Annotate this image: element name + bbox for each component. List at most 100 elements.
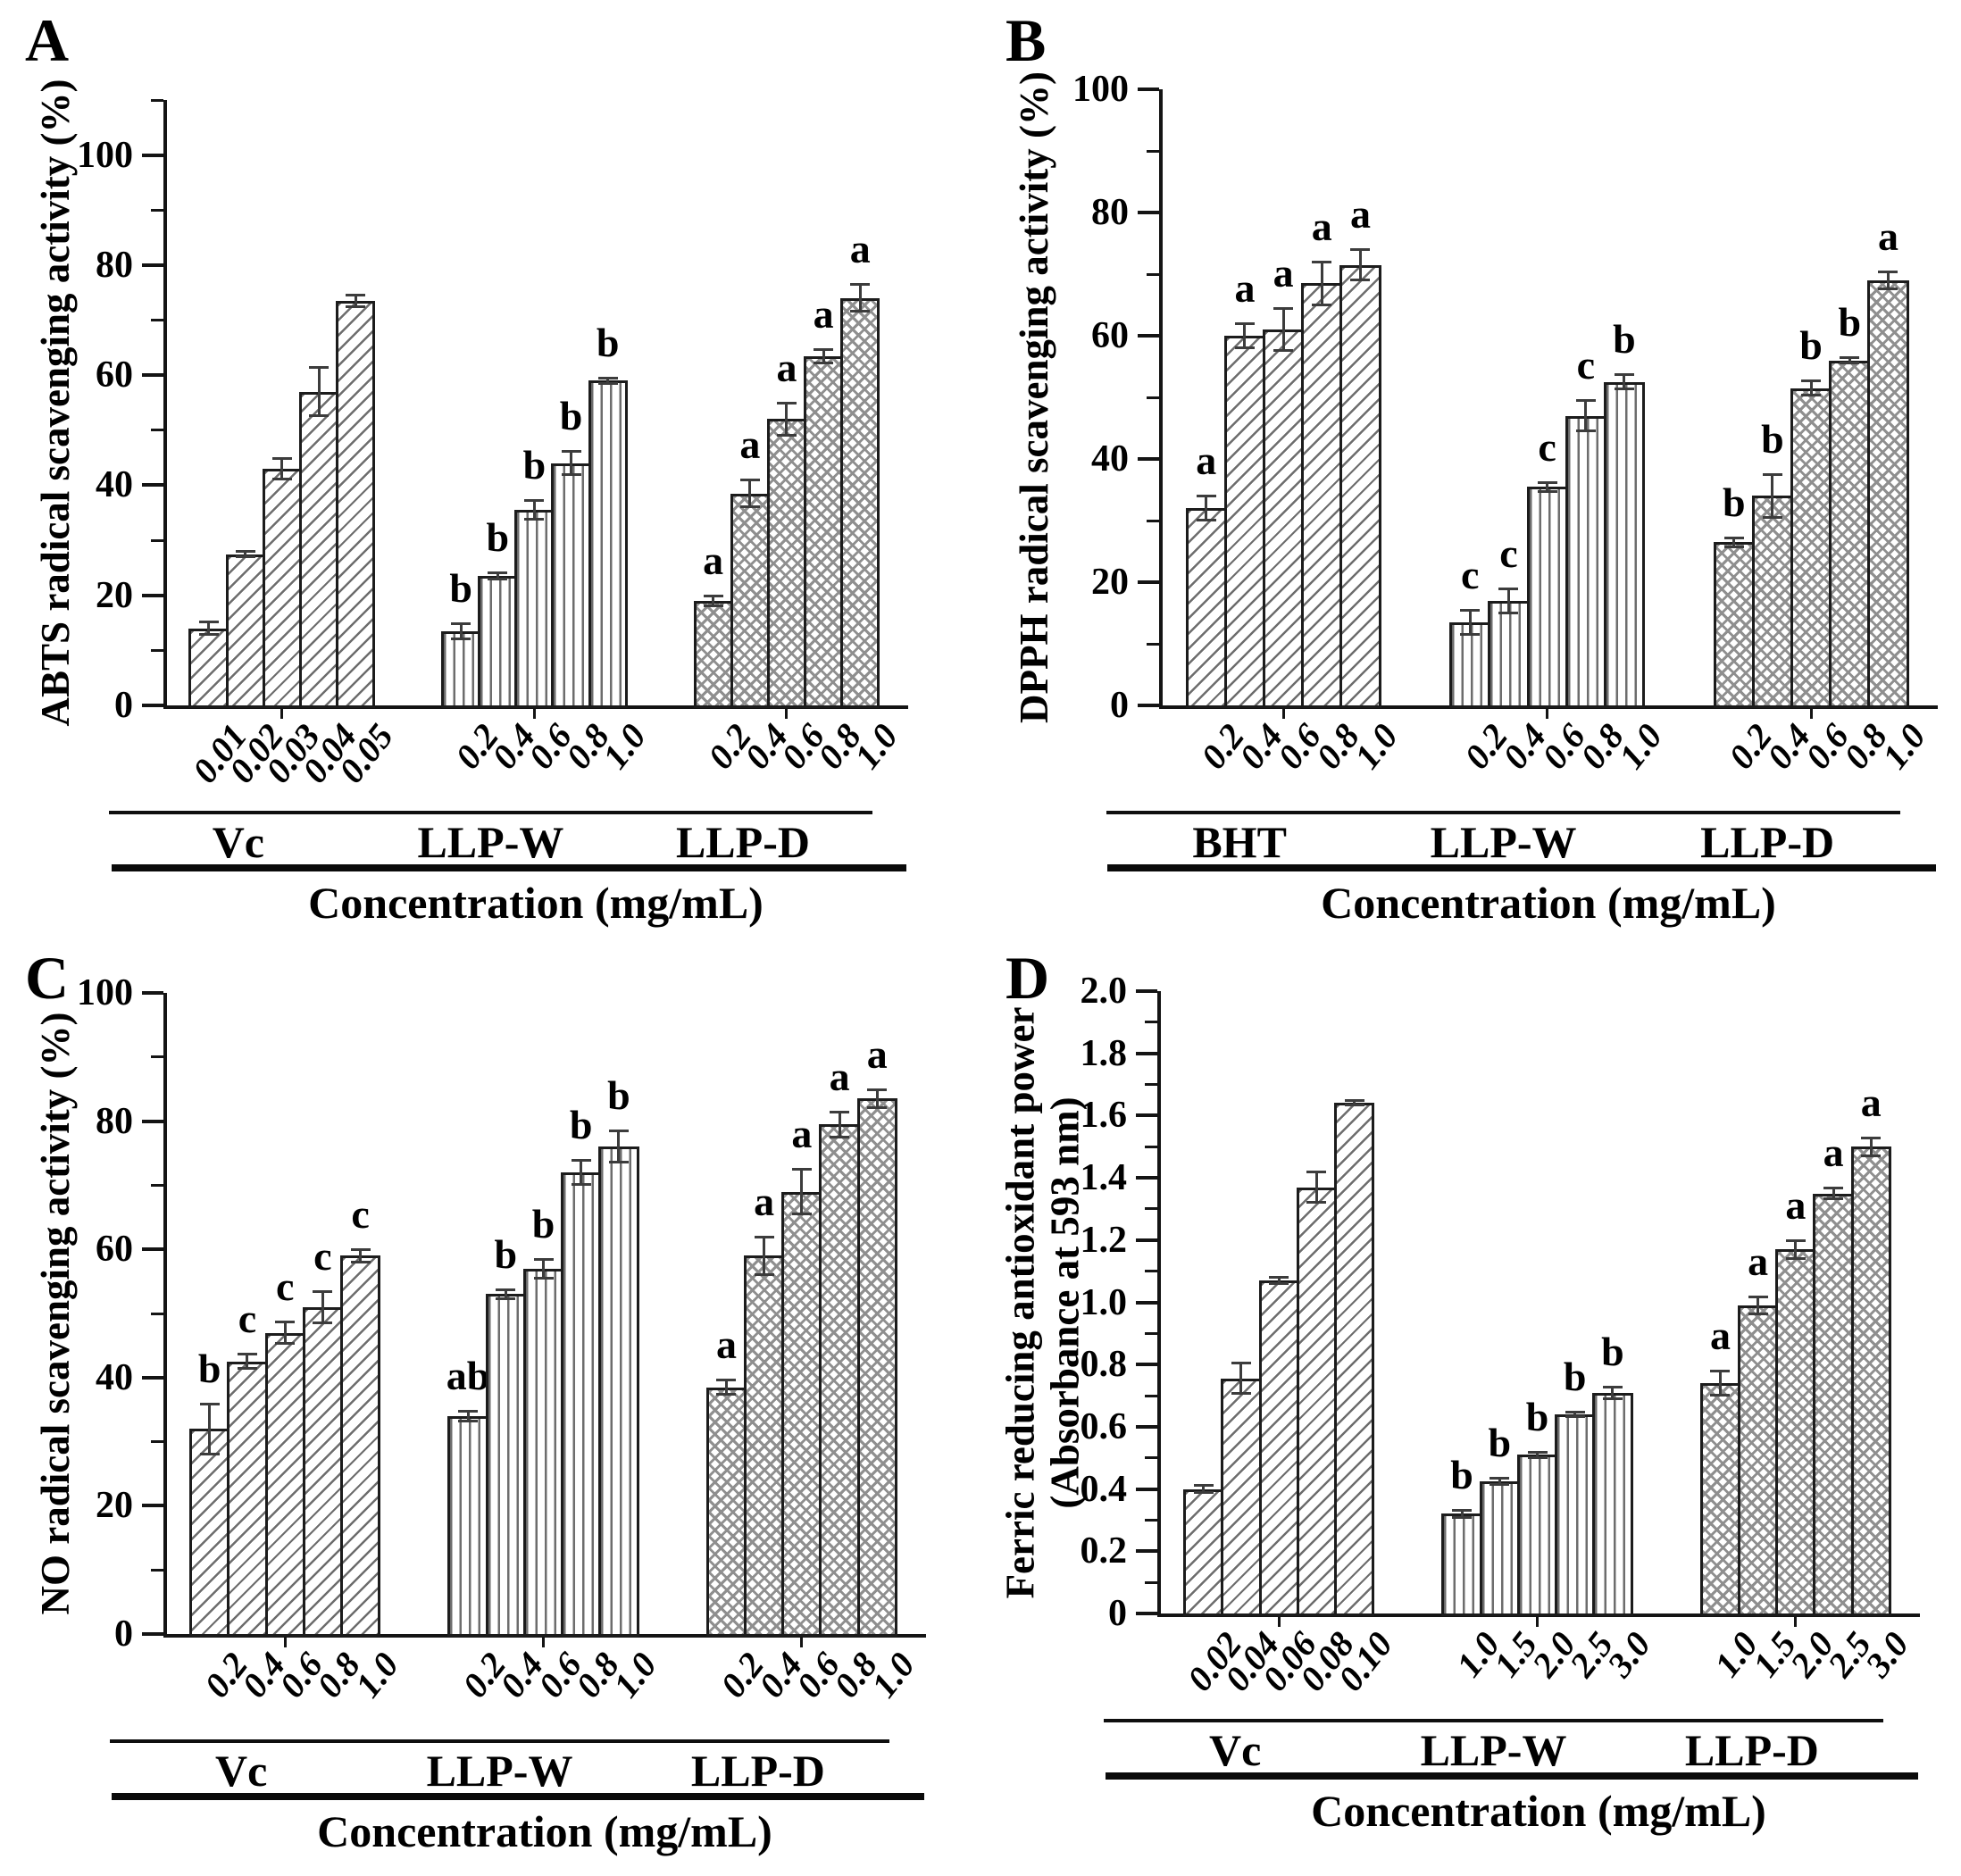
y-axis-title: Ferric reducing antioxidant power (Absorb… bbox=[998, 1006, 1089, 1598]
bar-LLP-W-0.8 bbox=[561, 1172, 602, 1637]
y-axis-title-line: NO radical scavenging activity (%) bbox=[32, 1012, 78, 1615]
group-underline-LLP-D bbox=[1620, 1719, 1884, 1722]
group-underline-LLP-D bbox=[1633, 811, 1901, 814]
error-bar-whisker bbox=[317, 366, 321, 417]
error-bar-cap-top bbox=[1748, 1295, 1768, 1298]
error-bar-whisker bbox=[1243, 323, 1247, 348]
y-minor-tick bbox=[1147, 396, 1159, 399]
y-major-tick bbox=[1136, 1612, 1157, 1615]
error-bar-cap-top bbox=[524, 499, 545, 503]
error-bar-cap-bottom bbox=[451, 638, 471, 641]
error-bar-whisker bbox=[1281, 307, 1285, 352]
y-major-tick bbox=[142, 263, 163, 267]
y-minor-tick bbox=[151, 1568, 163, 1572]
error-bar-whisker bbox=[763, 1236, 766, 1275]
significance-letter: b bbox=[1601, 1328, 1624, 1374]
significance-letter: c bbox=[1499, 529, 1518, 576]
error-bar-whisker bbox=[1886, 271, 1890, 290]
y-major-tick bbox=[142, 1119, 163, 1123]
panel-b-label: B bbox=[1006, 6, 1047, 74]
error-bar-whisker bbox=[1353, 1100, 1356, 1106]
significance-letter: b bbox=[1761, 416, 1784, 463]
group-label-LLP-W: LLP-W bbox=[417, 817, 564, 867]
error-bar-cap-top bbox=[1527, 1450, 1548, 1454]
error-bar-whisker bbox=[580, 1159, 583, 1186]
y-tick-label: 100 bbox=[77, 972, 133, 1013]
panel-a-chart: 0 20 40 60 80 100 ABTS radical scavenging acti… bbox=[0, 0, 980, 938]
y-tick-label: 1.0 bbox=[1080, 1281, 1128, 1323]
error-bar-cap-top bbox=[309, 365, 329, 369]
bar-BHT-0.4 bbox=[1223, 336, 1266, 708]
error-bar-cap-bottom bbox=[350, 1260, 371, 1263]
y-tick-label: 20 bbox=[96, 1485, 133, 1527]
error-bar-cap-top bbox=[830, 1110, 850, 1113]
y-minor-tick bbox=[151, 1440, 163, 1444]
error-bar-cap-bottom bbox=[313, 1321, 333, 1324]
y-minor-tick bbox=[151, 208, 163, 212]
y-minor-tick bbox=[1145, 1270, 1157, 1273]
bar-LLP-D-1.0 bbox=[840, 297, 880, 708]
bar-Vc-0.2 bbox=[189, 1429, 230, 1637]
error-bar-whisker bbox=[1202, 1485, 1206, 1493]
error-bar-cap-top bbox=[1234, 322, 1255, 326]
panel-c: C 0 20 40 60 80 100 NO radical scavenging acti… bbox=[0, 938, 980, 1875]
error-bar-whisker bbox=[1718, 1371, 1722, 1397]
x-tick-label: 1.0 bbox=[847, 716, 906, 777]
y-tick-label: 1.6 bbox=[1080, 1095, 1128, 1137]
significance-letter: a bbox=[1823, 1129, 1844, 1175]
error-bar-whisker bbox=[208, 1403, 212, 1455]
bar-LLP-D-0.6 bbox=[766, 419, 807, 708]
bar-LLP-D-0.2 bbox=[693, 600, 733, 708]
y-tick-label: 80 bbox=[96, 1100, 133, 1142]
significance-letter: ab bbox=[446, 1353, 490, 1399]
y-axis-title-line: Ferric reducing antioxidant power bbox=[997, 1006, 1043, 1598]
x-group-tick bbox=[1277, 1617, 1281, 1627]
error-bar-cap-bottom bbox=[1306, 1200, 1327, 1204]
error-bar-cap-bottom bbox=[830, 1135, 850, 1138]
error-bar-cap-bottom bbox=[561, 473, 581, 477]
error-bar-cap-top bbox=[199, 1402, 220, 1405]
error-bar-cap-top bbox=[703, 594, 723, 597]
y-major-tick bbox=[1136, 1238, 1157, 1242]
y-minor-tick bbox=[151, 429, 163, 432]
error-bar-cap-bottom bbox=[271, 478, 292, 481]
error-bar-whisker bbox=[283, 1321, 287, 1345]
significance-letter: b bbox=[569, 1101, 593, 1147]
error-bar-cap-top bbox=[235, 550, 255, 554]
error-bar-cap-bottom bbox=[198, 633, 219, 637]
y-minor-tick bbox=[151, 1055, 163, 1059]
significance-letter: c bbox=[1461, 552, 1480, 598]
error-bar-whisker bbox=[785, 403, 789, 436]
group-underline-LLP-D bbox=[613, 811, 873, 814]
significance-letter: b bbox=[596, 319, 620, 365]
group-underline-LLP-W bbox=[368, 1739, 631, 1743]
significance-letter: b bbox=[494, 1230, 518, 1277]
bar-LLP-W-0.6 bbox=[1526, 487, 1568, 708]
bar-Vc-0.04 bbox=[1221, 1378, 1262, 1616]
bar-LLP-W-0.4 bbox=[485, 1294, 526, 1637]
panel-a-label: A bbox=[25, 6, 70, 74]
error-bar-whisker bbox=[542, 1258, 546, 1279]
y-major-tick bbox=[142, 1375, 163, 1380]
bar-BHT-1.0 bbox=[1339, 264, 1381, 708]
error-bar-cap-top bbox=[716, 1378, 737, 1381]
y-minor-tick bbox=[1145, 1456, 1157, 1460]
significance-letter: b bbox=[1799, 322, 1823, 369]
error-bar-whisker bbox=[748, 479, 752, 508]
x-group-tick bbox=[800, 1638, 804, 1647]
y-minor-tick bbox=[151, 1312, 163, 1315]
y-axis-line bbox=[163, 993, 167, 1638]
y-minor-tick bbox=[1145, 1331, 1157, 1335]
y-tick-label: 40 bbox=[96, 464, 133, 506]
error-bar-whisker bbox=[1757, 1296, 1760, 1315]
x-tick-label: 1.0 bbox=[1347, 716, 1406, 777]
error-bar-cap-top bbox=[237, 1353, 257, 1356]
significance-letter: c bbox=[351, 1191, 370, 1238]
error-bar-cap-bottom bbox=[1273, 349, 1294, 353]
bar-BHT-0.6 bbox=[1263, 329, 1305, 708]
error-bar-cap-top bbox=[1823, 1186, 1844, 1189]
error-bar-cap-top bbox=[1565, 1410, 1585, 1413]
error-bar-whisker bbox=[1498, 1477, 1501, 1486]
y-minor-tick bbox=[1145, 1394, 1157, 1397]
error-bar-whisker bbox=[800, 1169, 804, 1214]
